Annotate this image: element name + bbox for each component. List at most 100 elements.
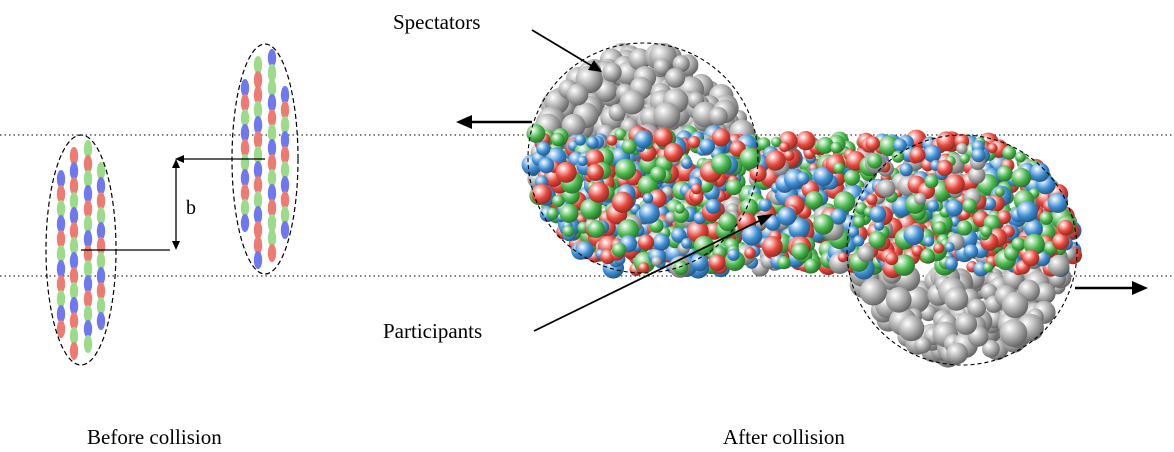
- spectators-pointer-head: [588, 60, 602, 72]
- nucleon: [69, 297, 79, 315]
- participant-nucleon: [718, 212, 737, 232]
- nucleon: [56, 275, 66, 293]
- nucleon: [280, 146, 290, 164]
- participant-nucleon: [805, 191, 824, 209]
- left-nucleus-nucleons: [56, 140, 106, 360]
- nucleon: [253, 56, 263, 74]
- nucleon: [267, 64, 277, 82]
- nucleon: [240, 184, 250, 202]
- nucleon: [253, 86, 263, 104]
- participant-nucleon: [637, 175, 658, 196]
- participant-nucleon: [1024, 219, 1043, 239]
- nucleon: [267, 229, 277, 247]
- participant-nucleon: [899, 163, 913, 177]
- participant-nucleon: [546, 207, 559, 220]
- nucleon: [280, 161, 290, 179]
- nucleon: [69, 147, 79, 165]
- participant-nucleon: [909, 147, 926, 163]
- participant-nucleon: [680, 157, 693, 169]
- nucleon: [267, 109, 277, 127]
- participant-nucleon: [711, 128, 731, 147]
- participant-nucleon: [893, 138, 907, 153]
- nucleon: [83, 200, 93, 218]
- nucleon: [56, 230, 66, 248]
- nucleon: [267, 169, 277, 187]
- participant-nucleon: [853, 235, 865, 247]
- participant-nucleon: [693, 235, 714, 256]
- nucleon: [267, 154, 277, 172]
- participant-nucleon: [944, 242, 955, 253]
- right-nucleus-nucleons: [240, 49, 290, 269]
- lower-spectator-outline: [846, 134, 1078, 366]
- nucleon: [83, 215, 93, 233]
- participant-nucleon: [853, 215, 866, 228]
- participant-nucleon: [764, 215, 781, 231]
- participant-nucleon: [933, 221, 947, 235]
- participant-nucleon: [1057, 219, 1074, 236]
- nucleon: [280, 176, 290, 194]
- participant-nucleon: [971, 148, 986, 163]
- spectator-nucleon: [877, 179, 896, 198]
- participant-nucleon: [690, 253, 709, 272]
- participant-nucleon: [997, 210, 1011, 225]
- spectator-nucleon: [946, 342, 968, 365]
- spectator-nucleon: [672, 55, 690, 73]
- participant-nucleon: [690, 183, 702, 195]
- participant-nucleon: [796, 171, 810, 185]
- participant-nucleon: [963, 244, 979, 259]
- participant-nucleon: [663, 142, 684, 163]
- nucleon: [267, 49, 277, 67]
- participant-nucleon: [741, 225, 763, 246]
- spectator-nucleon: [561, 113, 586, 138]
- nucleon: [69, 192, 79, 210]
- nucleon: [69, 162, 79, 180]
- nucleon: [56, 215, 66, 233]
- participant-nucleon: [923, 235, 935, 247]
- participant-nucleon: [885, 252, 899, 266]
- participant-nucleon: [1052, 233, 1070, 250]
- participant-nucleon: [705, 198, 721, 214]
- participant-nucleon: [758, 198, 772, 212]
- spectator-nucleon: [708, 106, 728, 126]
- spectator-nucleon: [608, 104, 626, 122]
- participant-nucleon: [796, 131, 816, 151]
- participant-nucleon: [650, 166, 667, 183]
- participant-nucleon: [779, 141, 790, 153]
- participant-nucleon: [837, 252, 849, 263]
- participant-nucleon: [874, 220, 885, 231]
- nucleon: [280, 101, 290, 119]
- nucleon: [83, 140, 93, 158]
- nucleon: [69, 237, 79, 255]
- participant-nucleon: [587, 220, 605, 238]
- nucleon: [83, 335, 93, 353]
- nucleon: [267, 214, 277, 232]
- participant-nucleon: [634, 130, 653, 149]
- participant-nucleon: [687, 135, 701, 149]
- participant-nucleon: [580, 198, 602, 220]
- nucleon: [253, 131, 263, 149]
- participant-nucleon: [1023, 233, 1045, 255]
- collision-spheres: [521, 42, 1082, 368]
- participant-nucleon: [983, 197, 997, 210]
- participant-nucleon: [844, 169, 860, 186]
- nucleon: [83, 170, 93, 188]
- nucleon: [83, 260, 93, 278]
- participant-nucleon: [674, 203, 685, 214]
- nucleon: [69, 267, 79, 285]
- participant-nucleon: [982, 262, 994, 273]
- spectator-nucleon: [620, 89, 645, 115]
- nucleon: [56, 305, 66, 323]
- nucleon: [240, 214, 250, 232]
- participant-nucleon: [699, 138, 715, 155]
- nucleon: [253, 221, 263, 239]
- spectator-nucleon: [944, 287, 969, 311]
- nucleon: [280, 191, 290, 209]
- participant-nucleon: [868, 231, 887, 249]
- participant-nucleon: [959, 153, 970, 164]
- impact-arrow-down: [172, 241, 180, 250]
- participant-nucleon: [761, 236, 783, 257]
- participant-nucleon: [936, 131, 957, 152]
- spectator-nucleon: [956, 143, 968, 155]
- nucleon: [253, 161, 263, 179]
- nucleon: [240, 94, 250, 112]
